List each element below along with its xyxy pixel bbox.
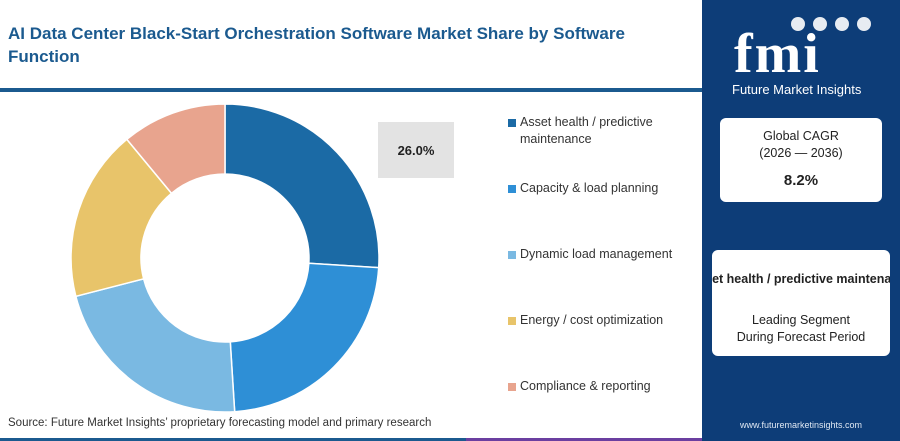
legend-item: Dynamic load management: [508, 246, 698, 263]
legend-label: Compliance & reporting: [520, 379, 651, 393]
logo-wordmark: fmi: [734, 23, 821, 85]
cagr-label-line1: Global CAGR: [763, 129, 839, 143]
bottom-accent-bar: [0, 438, 702, 441]
legend-label: Dynamic load management: [520, 247, 673, 261]
legend-swatch: [508, 251, 516, 259]
title-divider: [0, 88, 702, 92]
donut-chart: 26.0%: [70, 103, 454, 413]
bottom-bar-segment: [466, 438, 702, 441]
data-label: 26.0%: [398, 143, 435, 158]
data-label-box: [378, 122, 454, 178]
bottom-bar-segment: [0, 438, 466, 441]
donut-slice-1: [224, 103, 380, 269]
legend-label: Capacity & load planning: [520, 181, 659, 195]
cagr-value: 8.2%: [783, 172, 819, 189]
data-labels: 26.0%: [378, 122, 454, 178]
leading-segment-name: Asset health / predictive maintenance: [712, 272, 890, 286]
chart-title: AI Data Center Black-Start Orchestration…: [8, 24, 625, 66]
donut-slice-3: [74, 277, 236, 413]
legend-item: Compliance & reporting: [508, 378, 698, 395]
cagr-card: Global CAGR (2026 — 2036) 8.2%: [720, 118, 882, 202]
legend-label: Energy / cost optimization: [520, 313, 664, 327]
legend-swatch: [508, 185, 516, 193]
website-link[interactable]: www.futuremarketinsights.com: [739, 420, 863, 430]
cagr-label-line2: (2026 — 2036): [759, 146, 843, 160]
legend-swatch: [508, 119, 516, 127]
donut-slice-2: [229, 262, 380, 413]
leading-segment-label: Leading Segment During Forecast Period: [712, 312, 890, 346]
legend-item: Capacity & load planning: [508, 180, 698, 197]
legend-swatch: [508, 317, 516, 325]
brand-sidebar: fmi Future Market Insights Global CAGR (…: [702, 0, 900, 441]
legend-item: Asset health / predictive maintenance: [508, 114, 698, 148]
logo-brand-name: Future Market Insights: [732, 82, 862, 97]
donut-slices: [70, 103, 380, 413]
donut-slice-5: [125, 103, 226, 195]
legend-item: Energy / cost optimization: [508, 312, 698, 329]
legend-label: Asset health / predictive maintenance: [520, 115, 653, 146]
leading-segment-card: Asset health / predictive maintenance Le…: [712, 250, 890, 356]
source-note: Source: Future Market Insights’ propriet…: [8, 417, 432, 429]
fmi-logo: fmi Future Market Insights: [732, 17, 871, 97]
legend-swatch: [508, 383, 516, 391]
segment-label-line2: During Forecast Period: [736, 330, 866, 344]
cagr-label: Global CAGR (2026 — 2036): [720, 128, 882, 162]
segment-label-line1: Leading Segment: [752, 313, 850, 327]
